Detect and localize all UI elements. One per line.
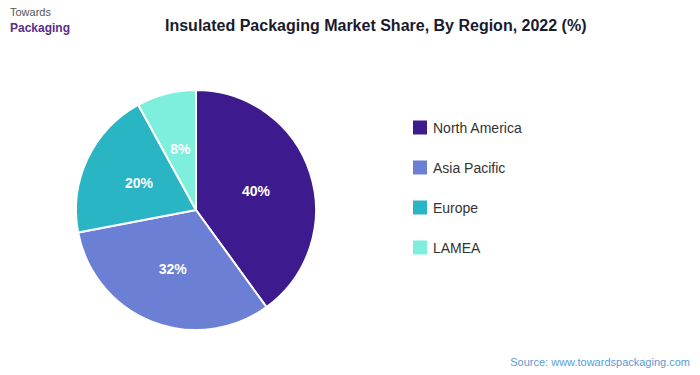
svg-text:Packaging: Packaging — [10, 21, 70, 35]
svg-text:North America: North America — [433, 120, 522, 136]
svg-text:32%: 32% — [159, 261, 188, 277]
svg-text:Asia Pacific: Asia Pacific — [433, 160, 505, 176]
svg-text:Towards: Towards — [10, 6, 51, 18]
svg-text:40%: 40% — [242, 183, 271, 199]
svg-text:Source: www.towardspackaging.c: Source: www.towardspackaging.com — [510, 356, 690, 368]
svg-text:Insulated Packaging Market Sha: Insulated Packaging Market Share, By Reg… — [165, 17, 586, 34]
svg-text:8%: 8% — [170, 141, 191, 157]
svg-text:Europe: Europe — [433, 200, 478, 216]
svg-text:LAMEA: LAMEA — [433, 240, 481, 256]
svg-text:20%: 20% — [125, 175, 154, 191]
